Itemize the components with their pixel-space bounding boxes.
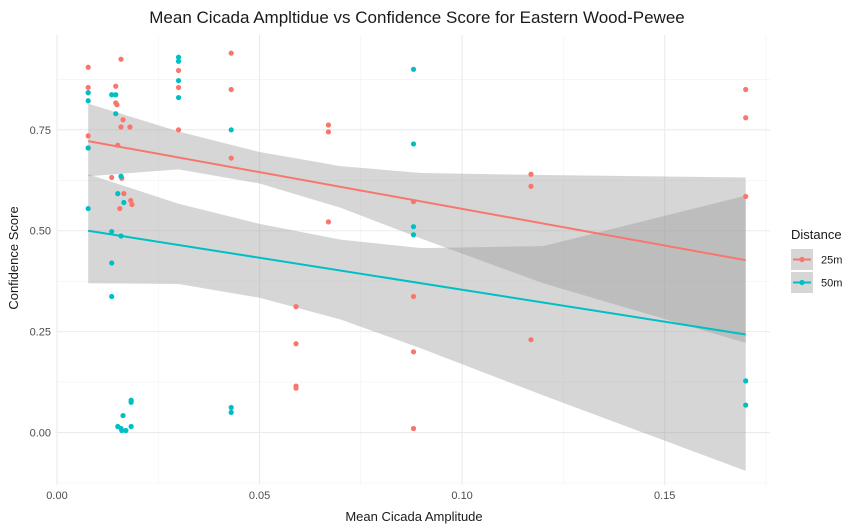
data-point-25m (175, 67, 182, 74)
data-point-25m (228, 155, 234, 161)
y-tick-label: 0.25 (30, 327, 51, 339)
data-point-50m (109, 92, 115, 98)
data-point-25m (129, 201, 135, 208)
data-point-25m (175, 84, 182, 91)
confidence-band-50m (88, 174, 746, 471)
data-point-25m (293, 304, 299, 310)
data-point-50m (115, 191, 121, 197)
data-point-25m (120, 117, 126, 123)
data-point-25m (85, 64, 91, 70)
data-point-25m (743, 115, 749, 121)
data-point-25m (325, 129, 332, 135)
data-point-25m (128, 197, 134, 204)
x-tick-label: 0.05 (249, 490, 270, 502)
data-point-50m (121, 199, 127, 206)
data-point-25m (325, 219, 332, 225)
data-point-50m (410, 224, 417, 230)
data-point-25m (118, 124, 124, 130)
data-point-50m (410, 141, 417, 147)
data-point-25m (528, 171, 534, 177)
x-tick-label: 0.15 (654, 490, 675, 502)
y-tick-label: 0.75 (30, 125, 51, 137)
data-point-25m (325, 122, 332, 128)
data-point-25m (109, 174, 115, 181)
data-point-50m (120, 412, 126, 419)
data-point-25m (528, 337, 534, 343)
data-point-50m (743, 402, 749, 408)
data-point-50m (128, 423, 134, 430)
data-point-50m (743, 378, 749, 384)
chart-title: Mean Cicada Ampltidue vs Confidence Scor… (149, 8, 684, 27)
data-point-25m (228, 50, 234, 56)
fit-line-25m (88, 140, 746, 262)
y-tick-label: 0.50 (30, 226, 51, 238)
data-point-50m (85, 205, 91, 212)
legend: Distance 25m 50m (791, 227, 842, 293)
data-point-50m (175, 78, 182, 84)
data-point-25m (85, 84, 91, 91)
confidence-band-25m (88, 103, 746, 343)
data-point-50m (175, 54, 182, 60)
data-point-25m (114, 102, 120, 108)
data-point-50m (85, 90, 91, 96)
data-point-25m (117, 205, 123, 212)
data-point-25m (743, 193, 749, 200)
data-point-25m (743, 86, 749, 93)
data-point-50m (109, 228, 115, 235)
data-point-50m (128, 399, 134, 405)
legend-title: Distance (791, 227, 842, 242)
data-point-50m (228, 404, 234, 411)
data-point-50m (85, 145, 91, 151)
data-point-50m (85, 98, 91, 104)
data-point-25m (118, 56, 124, 62)
data-point-50m (109, 260, 115, 266)
data-point-25m (127, 124, 133, 130)
data-point-50m (228, 127, 234, 133)
data-point-25m (410, 293, 417, 300)
data-point-50m (410, 66, 417, 72)
x-axis-title: Mean Cicada Amplitude (345, 509, 482, 524)
legend-key-point (799, 256, 805, 263)
x-tick-label: 0.10 (451, 490, 472, 502)
data-point-50m (118, 173, 124, 179)
legend-key-point (799, 279, 805, 286)
data-point-25m (175, 127, 182, 133)
plot-panel: 0.00 0.05 0.10 0.15 0.00 0.25 0.50 0.75 (30, 35, 770, 502)
data-point-25m (410, 349, 417, 355)
data-point-50m (175, 94, 182, 101)
data-point-50m (175, 58, 182, 64)
data-point-25m (85, 133, 91, 139)
data-point-25m (121, 191, 127, 197)
data-point-50m (109, 293, 115, 300)
x-tick-label: 0.00 (46, 490, 67, 502)
legend-label-50m: 50m (821, 278, 842, 290)
data-point-50m (119, 427, 125, 434)
legend-label-25m: 25m (821, 255, 842, 267)
fit-line-50m (88, 229, 746, 336)
data-point-25m (293, 385, 299, 391)
data-point-25m (228, 86, 234, 93)
data-point-50m (113, 111, 119, 117)
data-point-25m (293, 341, 299, 347)
data-point-50m (410, 232, 417, 238)
data-point-50m (113, 92, 119, 98)
data-point-25m (113, 83, 119, 89)
data-point-25m (528, 183, 534, 189)
y-tick-label: 0.00 (30, 428, 51, 440)
y-axis-title: Confidence Score (6, 206, 21, 309)
data-point-50m (228, 409, 234, 415)
data-point-25m (410, 425, 417, 432)
data-point-50m (123, 427, 129, 434)
